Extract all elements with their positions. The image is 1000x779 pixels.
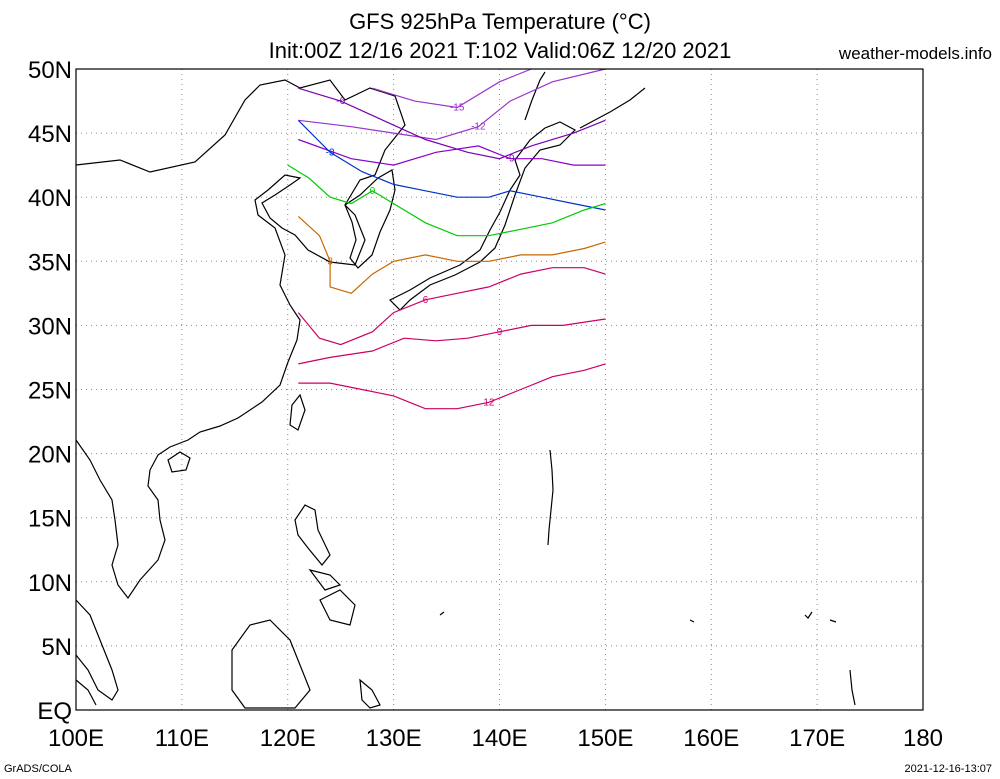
coast-islet-1 [439,611,445,616]
coastlines [75,71,856,709]
contour-label: -3 [326,147,335,158]
coast-kuril [579,87,646,129]
lat-tick-label: 15N [28,506,72,533]
coast-marianas [547,449,554,546]
lon-tick-label: 110E [155,725,209,752]
contour-label: 12 [483,397,495,408]
coast-sakhalin [524,71,546,121]
lon-tick-label: 160E [683,725,739,752]
lat-tick-label: 40N [28,185,72,212]
lat-tick-label: 30N [28,313,72,340]
contour-label: -15 [450,102,465,113]
contour--12 [298,68,606,141]
contour--9 [298,138,606,166]
contour-label: 3 [327,256,333,267]
coast-sumatra-n [75,679,97,706]
lon-tick-label: 150E [577,725,633,752]
coast-islet-5 [849,669,856,706]
coast-visayas [308,569,342,591]
lon-tick-label: 100E [48,725,104,752]
site-label: weather-models.info [838,44,992,63]
contour-labels: -15 -12 -9 -6 -3 0 3 6 9 12 [326,96,515,408]
lat-tick-label: 35N [28,249,72,276]
map-frame [75,68,924,711]
contour-label: 9 [497,327,503,338]
lon-tick-label: 180 [903,725,943,752]
coast-mindanao [319,589,356,626]
contour--6 [298,87,606,160]
lat-tick-label: EQ [37,698,72,725]
coast-japan [388,121,576,311]
coast-asia [75,79,406,600]
coast-luzon [294,504,331,566]
coast-taiwan [289,393,306,431]
coast-islet-2 [689,619,695,623]
coast-islet-4 [829,619,837,623]
contour-label: -6 [336,96,345,107]
lat-tick-label: 25N [28,378,72,405]
lat-tick-label: 45N [28,121,72,148]
contour-label: 0 [370,186,376,197]
contour-0 [287,164,606,237]
lat-tick-label: 50N [28,57,72,84]
timestamp-label: 2021-12-16-13:07 [904,763,992,775]
coast-islet-3 [804,611,813,619]
lon-tick-label: 170E [789,725,845,752]
chart-subtitle: Init:00Z 12/16 2021 T:102 Valid:06Z 12/2… [268,38,732,63]
coast-borneo [231,619,311,709]
lat-tick-label: 20N [28,442,72,469]
contour-3 [297,215,606,294]
contour--15 [372,68,532,109]
lon-tick-label: 140E [471,725,527,752]
lat-tick-label: 10N [28,570,72,597]
coast-korea [344,169,396,269]
credit-label: GrADS/COLA [4,763,72,775]
coast-malay [75,599,119,701]
lat-tick-label: 5N [41,634,72,661]
longitude-axis: 100E 110E 120E 130E 140E 150E 160E 170E 180 [48,725,943,752]
coast-hainan [167,451,191,473]
contour-12 [298,363,606,410]
contour-6 [297,267,606,346]
coast-sulawesi [359,678,381,709]
grid-lines [76,69,923,710]
lon-tick-label: 130E [366,725,422,752]
chart-title: GFS 925hPa Temperature (°C) [349,9,651,34]
contour-label: 6 [423,295,429,306]
lon-tick-label: 120E [260,725,316,752]
contour-label: -12 [471,122,486,133]
latitude-axis: 50N 45N 40N 35N 30N 25N 20N 15N 10N 5N EQ [28,57,72,725]
contour--3 [297,119,606,211]
contour-label: -9 [506,154,515,165]
contour-9 [298,318,606,365]
temperature-contours [287,68,606,410]
